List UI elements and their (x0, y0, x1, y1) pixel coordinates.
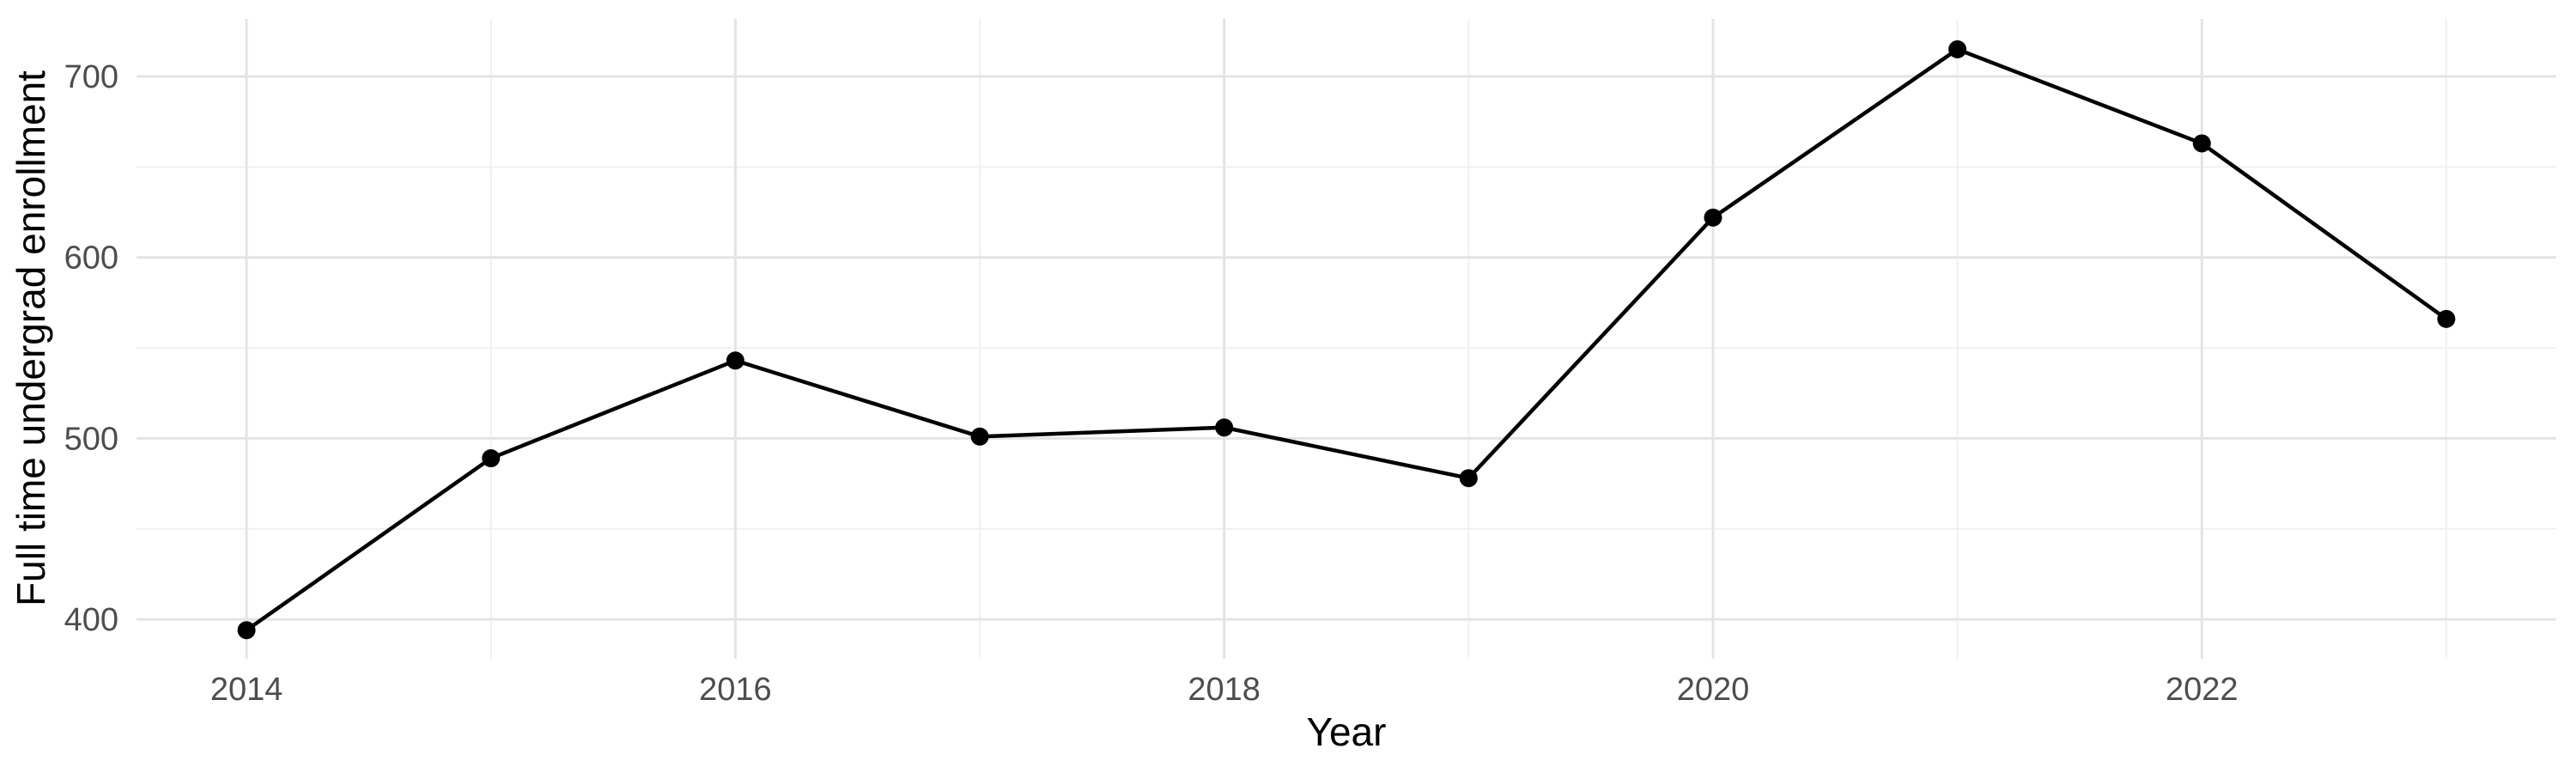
x-tick-label: 2016 (699, 672, 772, 708)
gridlines-minor (137, 19, 2556, 659)
y-tick-label: 400 (64, 602, 118, 638)
gridlines-major (137, 19, 2556, 659)
x-tick-label: 2014 (210, 672, 283, 708)
data-series (237, 40, 2456, 640)
y-tick-label: 500 (64, 421, 118, 457)
data-point (970, 427, 989, 446)
data-point (482, 449, 501, 468)
data-point (1704, 208, 1722, 227)
x-tick-label: 2020 (1677, 672, 1750, 708)
x-axis-title: Year (1307, 709, 1387, 754)
x-axis-tick-labels: 2014 2016 2018 2020 2022 (210, 672, 2239, 708)
y-tick-label: 600 (64, 240, 118, 277)
data-point (2192, 134, 2211, 153)
data-point (726, 351, 744, 370)
x-tick-label: 2022 (2166, 672, 2239, 708)
series-line (245, 47, 2448, 632)
x-tick-label: 2018 (1188, 672, 1261, 708)
y-axis-title: Full time undergrad enrollment (9, 70, 53, 606)
data-point (1215, 418, 1234, 437)
y-tick-label: 700 (64, 59, 118, 95)
data-point (237, 621, 256, 640)
y-axis-tick-labels: 400 500 600 700 (64, 59, 118, 638)
data-point (2437, 309, 2456, 328)
data-point (1459, 469, 1478, 488)
data-point (1948, 40, 1967, 58)
